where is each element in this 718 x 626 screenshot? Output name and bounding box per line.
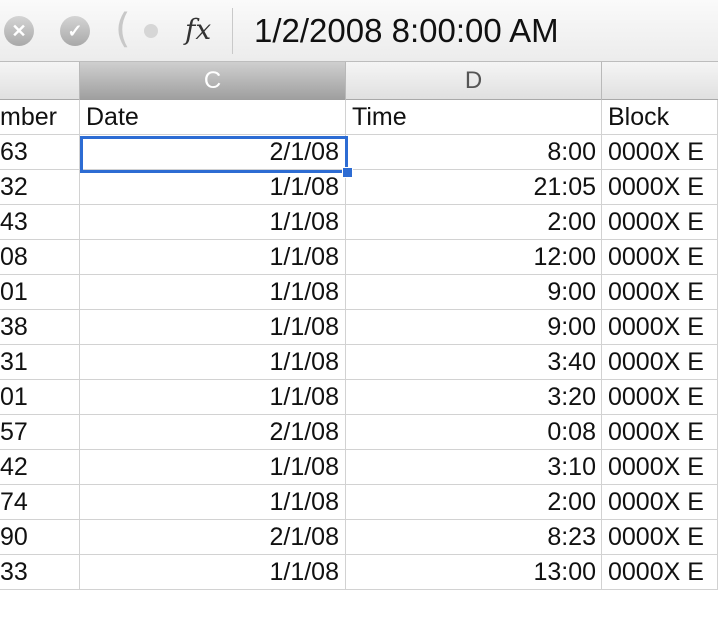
cell-block[interactable]: 0000X E xyxy=(602,275,718,309)
cell-number[interactable]: 43 xyxy=(0,205,80,239)
cell-block[interactable]: 0000X E xyxy=(602,520,718,554)
cell-header-date[interactable]: Date xyxy=(80,100,346,134)
cell-date[interactable]: 1/1/08 xyxy=(80,205,346,239)
column-header-bar: C D xyxy=(0,62,718,100)
cell-date[interactable]: 1/1/08 xyxy=(80,485,346,519)
cancel-icon[interactable]: ✕ xyxy=(4,16,34,46)
cell-header-time[interactable]: Time xyxy=(346,100,602,134)
cell-time[interactable]: 8:23 xyxy=(346,520,602,554)
cell-date[interactable]: 1/1/08 xyxy=(80,275,346,309)
accept-icon[interactable]: ✓ xyxy=(60,16,90,46)
cell-header-number[interactable]: mber xyxy=(0,100,80,134)
fx-icon[interactable]: fx xyxy=(185,13,212,46)
cell-date[interactable]: 1/1/08 xyxy=(80,310,346,344)
cell-time[interactable]: 0:08 xyxy=(346,415,602,449)
table-row: 90 2/1/08 8:23 0000X E xyxy=(0,520,718,555)
cell-time[interactable]: 3:40 xyxy=(346,345,602,379)
cell-block[interactable]: 0000X E xyxy=(602,310,718,344)
table-row: 32 1/1/08 21:05 0000X E xyxy=(0,170,718,205)
cell-number[interactable]: 42 xyxy=(0,450,80,484)
column-header-b[interactable] xyxy=(0,62,80,100)
cell-block[interactable]: 0000X E xyxy=(602,205,718,239)
cell-block[interactable]: 0000X E xyxy=(602,380,718,414)
table-header-row: mber Date Time Block xyxy=(0,100,718,135)
table-row: 08 1/1/08 12:00 0000X E xyxy=(0,240,718,275)
spreadsheet-grid: mber Date Time Block 63 2/1/08 8:00 0000X E… xyxy=(0,100,718,626)
cell-block[interactable]: 0000X E xyxy=(602,345,718,379)
function-wizard-paren-icon: ( xyxy=(115,6,131,52)
cell-block[interactable]: 0000X E xyxy=(602,240,718,274)
table-row: 01 1/1/08 9:00 0000X E xyxy=(0,275,718,310)
cell-date[interactable]: 1/1/08 xyxy=(80,170,346,204)
cell-time[interactable]: 12:00 xyxy=(346,240,602,274)
cell-time[interactable]: 9:00 xyxy=(346,310,602,344)
formula-bar: ✕ ✓ ( fx 1/2/2008 8:00:00 AM xyxy=(0,0,718,62)
cell-number[interactable]: 08 xyxy=(0,240,80,274)
table-row: 31 1/1/08 3:40 0000X E xyxy=(0,345,718,380)
table-row: 42 1/1/08 3:10 0000X E xyxy=(0,450,718,485)
cell-date[interactable]: 2/1/08 xyxy=(80,520,346,554)
formula-input[interactable]: 1/2/2008 8:00:00 AM xyxy=(254,12,559,49)
cell-date[interactable]: 1/1/08 xyxy=(80,380,346,414)
table-row: 01 1/1/08 3:20 0000X E xyxy=(0,380,718,415)
cell-date[interactable]: 1/1/08 xyxy=(80,450,346,484)
table-row: 74 1/1/08 2:00 0000X E xyxy=(0,485,718,520)
table-row: 43 1/1/08 2:00 0000X E xyxy=(0,205,718,240)
cell-number[interactable]: 32 xyxy=(0,170,80,204)
table-row: 57 2/1/08 0:08 0000X E xyxy=(0,415,718,450)
cell-block[interactable]: 0000X E xyxy=(602,485,718,519)
cell-time[interactable]: 13:00 xyxy=(346,555,602,589)
cell-time[interactable]: 3:20 xyxy=(346,380,602,414)
cell-time[interactable]: 3:10 xyxy=(346,450,602,484)
cell-date[interactable]: 2/1/08 xyxy=(80,135,346,169)
cell-date[interactable]: 1/1/08 xyxy=(80,240,346,274)
cell-number[interactable]: 74 xyxy=(0,485,80,519)
cell-block[interactable]: 0000X E xyxy=(602,555,718,589)
table-row: 38 1/1/08 9:00 0000X E xyxy=(0,310,718,345)
cell-time[interactable]: 2:00 xyxy=(346,485,602,519)
cell-number[interactable]: 90 xyxy=(0,520,80,554)
cell-time[interactable]: 21:05 xyxy=(346,170,602,204)
cell-number[interactable]: 33 xyxy=(0,555,80,589)
cell-date[interactable]: 1/1/08 xyxy=(80,555,346,589)
table-row: 63 2/1/08 8:00 0000X E xyxy=(0,135,718,170)
fill-handle[interactable] xyxy=(342,167,353,178)
cell-time[interactable]: 9:00 xyxy=(346,275,602,309)
cell-number[interactable]: 01 xyxy=(0,275,80,309)
cell-header-block[interactable]: Block xyxy=(602,100,718,134)
cell-date[interactable]: 2/1/08 xyxy=(80,415,346,449)
cell-number[interactable]: 38 xyxy=(0,310,80,344)
cell-number[interactable]: 57 xyxy=(0,415,80,449)
column-header-d[interactable]: D xyxy=(346,62,602,100)
cell-block[interactable]: 0000X E xyxy=(602,415,718,449)
cell-number[interactable]: 01 xyxy=(0,380,80,414)
column-header-c[interactable]: C xyxy=(80,62,346,100)
cell-block[interactable]: 0000X E xyxy=(602,450,718,484)
cell-number[interactable]: 63 xyxy=(0,135,80,169)
column-header-e[interactable] xyxy=(602,62,718,100)
cell-number[interactable]: 31 xyxy=(0,345,80,379)
table-row: 33 1/1/08 13:00 0000X E xyxy=(0,555,718,590)
cell-time[interactable]: 8:00 xyxy=(346,135,602,169)
function-wizard-dot-icon[interactable] xyxy=(144,24,158,38)
cell-block[interactable]: 0000X E xyxy=(602,135,718,169)
cell-block[interactable]: 0000X E xyxy=(602,170,718,204)
cell-date[interactable]: 1/1/08 xyxy=(80,345,346,379)
cell-time[interactable]: 2:00 xyxy=(346,205,602,239)
formula-bar-divider xyxy=(232,8,233,54)
